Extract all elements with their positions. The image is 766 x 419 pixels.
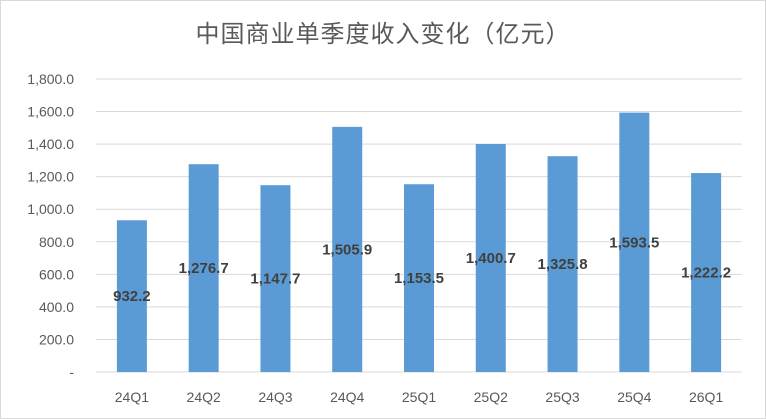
y-tick-label: 1,400.0: [27, 136, 74, 152]
x-tick-label-24Q4: 24Q4: [330, 389, 364, 405]
data-labels: 932.2 1,276.7 1,147.7 1,505.9 1,153.5 1,400.7…: [113, 234, 731, 305]
y-axis-tick-labels: - 200.0 400.0 600.0 800.0 1,000.0 1,200.0 1,400…: [27, 71, 74, 380]
y-tick-label: 200.0: [39, 331, 74, 347]
data-label-25Q2: 1,400.7: [466, 250, 516, 267]
bars: [116, 112, 722, 372]
x-axis-tick-labels: 24Q1 24Q2 24Q3 24Q4 25Q1 25Q2 25Q3 25Q4 26Q1: [115, 389, 724, 405]
x-tick-label-25Q4: 25Q4: [617, 389, 651, 405]
y-tick-label: 1,800.0: [27, 71, 74, 87]
bar-25Q4: [619, 112, 650, 372]
y-tick-label: -: [69, 364, 74, 380]
x-tick-label-26Q1: 26Q1: [689, 389, 723, 405]
y-tick-label: 800.0: [39, 234, 74, 250]
bar-24Q2: [188, 164, 219, 372]
data-label-24Q1: 932.2: [113, 288, 151, 305]
data-label-24Q3: 1,147.7: [250, 271, 300, 288]
bar-24Q3: [260, 185, 291, 372]
data-label-25Q1: 1,153.5: [394, 270, 444, 287]
x-tick-label-24Q3: 24Q3: [258, 389, 292, 405]
bar-25Q2: [475, 143, 506, 372]
y-tick-label: 1,200.0: [27, 169, 74, 185]
y-tick-label: 1,000.0: [27, 201, 74, 217]
bar-24Q4: [332, 126, 363, 372]
x-tick-label-25Q1: 25Q1: [402, 389, 436, 405]
x-tick-label-25Q3: 25Q3: [545, 389, 579, 405]
y-tick-label: 1,600.0: [27, 104, 74, 120]
data-label-25Q4: 1,593.5: [609, 234, 659, 251]
y-tick-label: 400.0: [39, 299, 74, 315]
data-label-24Q4: 1,505.9: [322, 241, 372, 258]
bar-25Q3: [547, 156, 578, 372]
data-label-24Q2: 1,276.7: [179, 260, 229, 277]
data-label-26Q1: 1,222.2: [681, 265, 731, 282]
bar-24Q1: [116, 220, 147, 372]
x-tick-label-24Q1: 24Q1: [115, 389, 149, 405]
x-tick-label-25Q2: 25Q2: [474, 389, 508, 405]
bar-25Q1: [404, 184, 434, 372]
x-tick-label-24Q2: 24Q2: [187, 389, 221, 405]
data-label-25Q3: 1,325.8: [538, 256, 588, 273]
chart-title: 中国商业单季度收入变化（亿元）: [195, 20, 571, 48]
bar-26Q1: [691, 173, 722, 372]
y-tick-label: 600.0: [39, 266, 74, 282]
